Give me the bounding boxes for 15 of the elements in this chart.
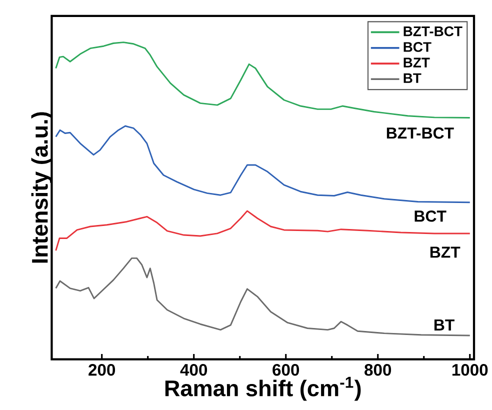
annotation: BZT bbox=[430, 246, 460, 258]
x-tick-label: 600 bbox=[272, 364, 300, 376]
legend-label: BZT-BCT bbox=[404, 26, 462, 36]
legend-label: BT bbox=[404, 73, 422, 83]
annotation: BCT bbox=[414, 210, 446, 222]
legend-label: BCT bbox=[404, 42, 432, 52]
x-axis-title: Raman shift (cm$^{-1}$) bbox=[165, 376, 361, 401]
x-tick-label: 1000 bbox=[452, 364, 488, 376]
legend-label: BZT bbox=[404, 58, 430, 68]
y-axis-title: Intensity (a.u.) bbox=[31, 112, 52, 263]
annotation: BZT-BCT bbox=[386, 127, 454, 139]
x-tick-label: 200 bbox=[88, 364, 116, 376]
annotation: BT bbox=[434, 320, 454, 330]
x-tick-label: 400 bbox=[180, 364, 208, 376]
x-tick-label: 800 bbox=[364, 364, 392, 376]
